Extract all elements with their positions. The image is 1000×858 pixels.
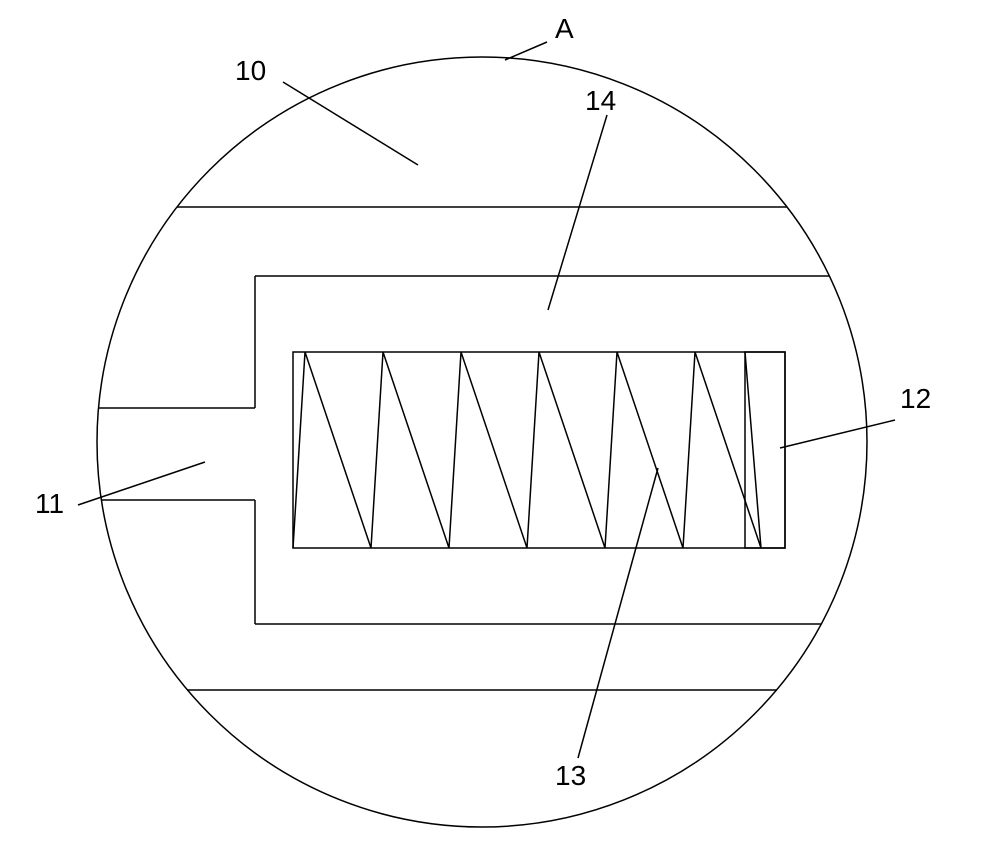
label-text: 11 [35, 488, 64, 519]
label-text: 13 [555, 760, 586, 791]
leader-line [78, 462, 205, 505]
detail-circle [97, 57, 867, 827]
leader-line [780, 420, 895, 448]
label-text: 12 [900, 383, 931, 414]
leader-line [505, 42, 547, 60]
leader-line [283, 82, 418, 165]
label-text: 14 [585, 85, 616, 116]
label-text: A [555, 13, 574, 44]
inner-chamber [293, 352, 785, 548]
label-text: 10 [235, 55, 266, 86]
leader-line [578, 468, 658, 758]
leader-line [548, 115, 607, 310]
technical-diagram: A 10 14 12 11 13 [0, 0, 1000, 858]
spring [293, 352, 761, 548]
